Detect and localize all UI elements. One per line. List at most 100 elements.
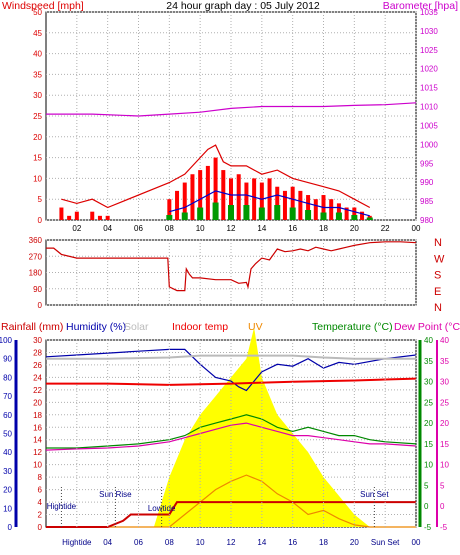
uv-label: UV [248,321,263,333]
temperature-tick-label: 5 [424,481,429,490]
rain-tick-label: 24 [33,373,42,382]
windspeed-bar [282,190,287,220]
dew-tick-label: 20 [440,419,449,428]
bottom-hour-tick-label: 12 [227,538,236,547]
windspeed-bar [205,165,210,220]
bottom-hour-tick-label: Hightide [62,538,92,547]
rain-tick-label: 26 [33,361,42,370]
dew-tick-label: 40 [440,336,449,345]
temperature-tick-label: -5 [424,523,432,532]
wind-tick-label: 35 [33,70,42,79]
windspeed-bar [329,199,334,220]
windspeed-bar [175,190,180,220]
barometer-tick-label: 980 [420,216,434,225]
low-speed-bar [181,212,188,220]
temperature-tick-label: 25 [424,398,433,407]
bottom-hour-tick-label: 06 [134,538,143,547]
windspeed-bar [74,211,79,220]
windspeed-bar [105,215,110,220]
barometer-tick-label: 1005 [420,121,438,130]
wind-tick-label: 50 [33,8,42,17]
dew-tick-label: 0 [440,502,445,511]
temperature-tick-label: 20 [424,419,433,428]
bottom-hour-tick-label: 00 [412,538,421,547]
rain-tick-label: 28 [33,348,42,357]
barometer-tick-label: 990 [420,178,434,187]
rainfall-label: Rainfall (mm) [1,321,63,333]
direction-tick-label: 180 [29,269,43,278]
bottom-hour-tick-label: 20 [350,538,359,547]
humidity-tick-label: 90 [3,355,12,364]
hour-tick-label: 06 [134,224,143,233]
rain-tick-label: 6 [38,486,43,495]
compass-label: E [434,286,441,298]
barometer-tick-label: 1030 [420,27,438,36]
wind-axis-label: Windspeed [mph] [2,0,84,12]
barometer-tick-label: 1015 [420,84,438,93]
dew-point-label: Dew Point (°C) [394,321,460,333]
indoor-temp-line [46,377,417,386]
temperature-label: Temperature (°C) [312,321,393,333]
low-speed-bar [274,205,281,220]
uv-line [46,474,416,528]
windspeed-bar [275,186,280,220]
wind-direction-line [46,241,417,292]
humidity-tick-label: 60 [3,411,12,420]
rain-tick-label: 12 [33,448,42,457]
temperature-tick-label: 10 [424,461,433,470]
weather-panel: 0102030405060708090100024681012141618202… [0,327,449,547]
rain-tick-label: 10 [33,461,42,470]
rain-tick-label: 22 [33,386,42,395]
rain-tick-label: 18 [33,411,42,420]
compass-label: N [434,302,442,314]
windspeed-bar [298,190,303,220]
temperature-tick-label: 0 [424,502,429,511]
windspeed-bar [344,207,349,220]
humidity-tick-label: 30 [3,467,12,476]
barometer-tick-label: 1035 [420,8,438,17]
wind-tick-label: 15 [33,154,42,163]
low-speed-bar [335,212,342,220]
windspeed-bar [306,195,311,220]
wind-tick-label: 45 [33,29,42,38]
low-speed-bar [258,207,265,220]
hour-tick-label: 22 [381,224,390,233]
low-speed-bar [166,215,173,220]
humidity-tick-label: 80 [3,373,12,382]
dew-tick-label: 10 [440,461,449,470]
bottom-hour-tick-label: 18 [319,538,328,547]
low-speed-bar [320,212,327,220]
indoor-temp-label: Indoor temp [172,321,228,333]
windspeed-bar [267,178,272,220]
wind-tick-label: 40 [33,50,42,59]
rain-tick-label: 14 [33,436,42,445]
hour-tick-label: 14 [257,224,266,233]
humidity-tick-label: 0 [8,523,13,532]
dew-tick-label: 15 [440,440,449,449]
windspeed-bar [182,182,187,220]
windspeed-bar [221,170,226,220]
hour-tick-label: 10 [196,224,205,233]
solar-label: Solar [124,321,149,333]
rain-tick-label: 8 [38,473,43,482]
low-speed-bar [243,205,250,220]
annotation-label: Sun Rise [99,490,132,499]
rain-tick-label: 20 [33,398,42,407]
annotation-label: Sun Set [360,490,389,499]
low-speed-bar [305,210,312,220]
humidity-tick-label: 20 [3,486,12,495]
low-speed-bar [289,207,296,220]
compass-label: W [434,253,445,265]
hour-tick-label: 04 [103,224,112,233]
wind-tick-label: 10 [33,174,42,183]
barometer-line [46,102,417,117]
windspeed-bar [290,186,295,220]
dew-tick-label: 25 [440,398,449,407]
wind-tick-label: 25 [33,112,42,121]
low-speed-bar [351,215,358,220]
temperature-tick-label: 40 [424,336,433,345]
windspeed-bar [360,211,365,220]
windspeed-bar [90,211,95,220]
